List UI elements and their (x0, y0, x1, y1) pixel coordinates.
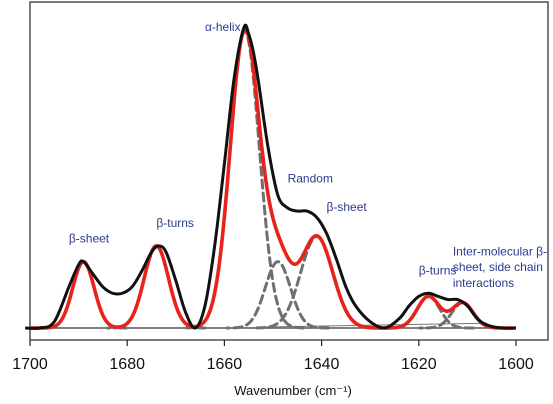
plot-frame (29, 1, 549, 341)
x-tick-label-1680: 1680 (109, 356, 145, 373)
measured-spectrum-curve (25, 23, 517, 330)
peak-annotation-1: Random (288, 172, 333, 186)
fit-curve (29, 26, 516, 330)
peak-annotation-7: sheet, side chain (453, 260, 543, 274)
peak-annotations: α-helix Random β-sheet β-sheet β-turns β-turn… (69, 20, 547, 290)
peak-annotation-4: β-turns (156, 216, 194, 230)
component-peak-3 (225, 260, 330, 330)
x-tick-label-1620: 1620 (401, 356, 437, 373)
component-peak-1 (106, 244, 207, 330)
peak-annotation-3: β-sheet (69, 232, 110, 246)
x-tick-label-1660: 1660 (207, 356, 243, 373)
spectrum-curve-layer (25, 23, 517, 330)
peak-annotation-5: β-turns (419, 263, 457, 277)
peak-annotation-2: β-sheet (326, 200, 367, 214)
fit-curve-layer (29, 26, 516, 330)
x-tick-label-1600: 1600 (498, 356, 534, 373)
x-axis: 1700 1680 1660 1640 1620 1600 (12, 340, 534, 373)
x-axis-title: Wavenumber (cm⁻¹) (234, 383, 352, 398)
x-tick-label-1640: 1640 (304, 356, 340, 373)
peak-annotation-0: α-helix (205, 20, 241, 34)
peak-annotation-6: Inter-molecular β- (453, 244, 547, 258)
component-peak-2 (184, 29, 305, 330)
peak-annotation-8: interactions (453, 276, 514, 290)
x-tick-label-1700: 1700 (12, 356, 48, 373)
